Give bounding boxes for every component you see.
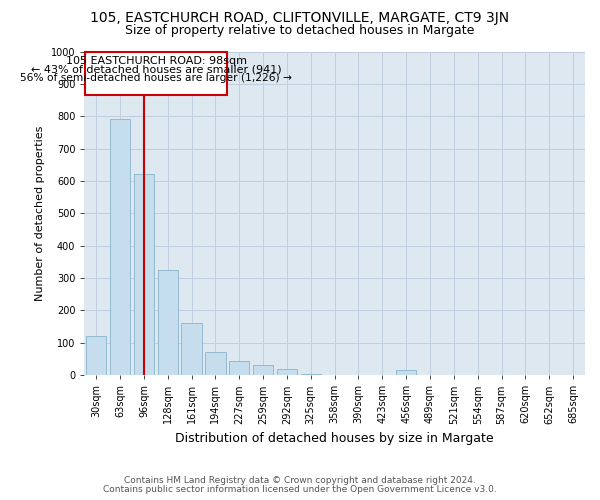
Text: 105, EASTCHURCH ROAD, CLIFTONVILLE, MARGATE, CT9 3JN: 105, EASTCHURCH ROAD, CLIFTONVILLE, MARG… — [91, 11, 509, 25]
Text: Contains public sector information licensed under the Open Government Licence v3: Contains public sector information licen… — [103, 485, 497, 494]
Text: 105 EASTCHURCH ROAD: 98sqm: 105 EASTCHURCH ROAD: 98sqm — [65, 56, 247, 66]
X-axis label: Distribution of detached houses by size in Margate: Distribution of detached houses by size … — [175, 432, 494, 445]
Text: Size of property relative to detached houses in Margate: Size of property relative to detached ho… — [125, 24, 475, 37]
Text: Contains HM Land Registry data © Crown copyright and database right 2024.: Contains HM Land Registry data © Crown c… — [124, 476, 476, 485]
Bar — [181, 324, 202, 375]
Bar — [253, 366, 273, 375]
FancyBboxPatch shape — [85, 52, 227, 95]
Text: ← 43% of detached houses are smaller (941): ← 43% of detached houses are smaller (94… — [31, 64, 281, 74]
Bar — [134, 174, 154, 375]
Bar — [229, 360, 250, 375]
Bar — [205, 352, 226, 375]
Bar — [158, 270, 178, 375]
Text: 56% of semi-detached houses are larger (1,226) →: 56% of semi-detached houses are larger (… — [20, 72, 292, 83]
Bar — [277, 368, 297, 375]
Y-axis label: Number of detached properties: Number of detached properties — [35, 126, 45, 301]
Bar — [396, 370, 416, 375]
Bar — [86, 336, 106, 375]
Bar — [301, 374, 321, 375]
Bar — [110, 120, 130, 375]
